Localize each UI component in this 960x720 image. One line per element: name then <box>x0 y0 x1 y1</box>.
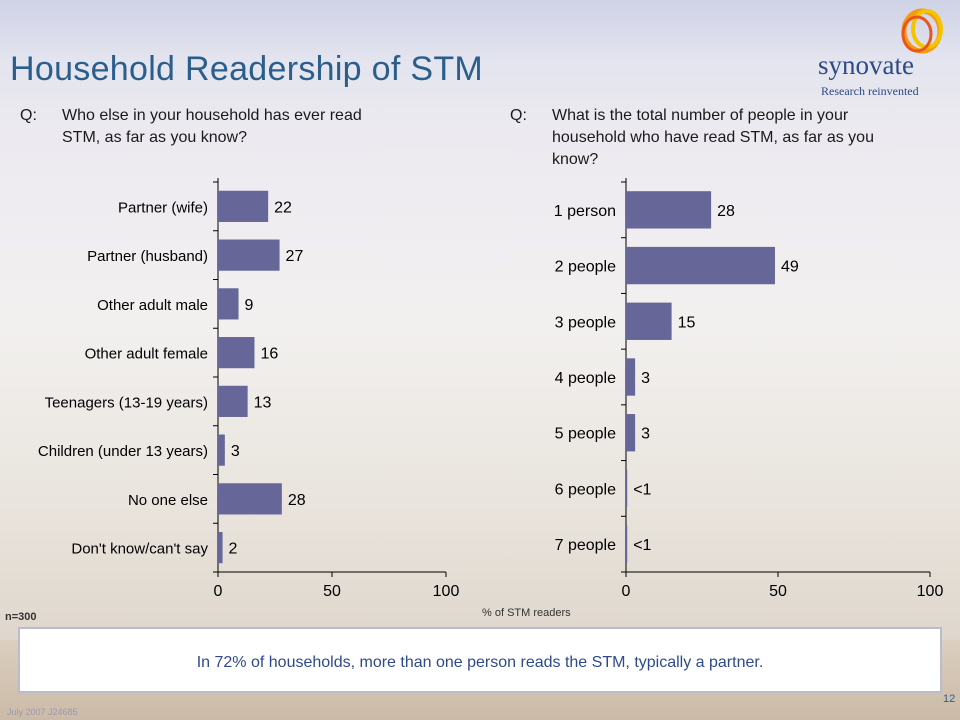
value-label: 28 <box>717 203 735 220</box>
axis-note: % of STM readers <box>482 607 571 619</box>
value-label: 13 <box>254 394 272 411</box>
x-tick-label: 0 <box>214 583 223 600</box>
x-tick-label: 0 <box>622 583 631 600</box>
bar <box>218 483 282 515</box>
question-2-line-2: household who have read STM, as far as y… <box>552 129 874 146</box>
value-label: <1 <box>633 481 651 498</box>
value-label: 28 <box>288 492 306 509</box>
value-label: 3 <box>641 370 650 387</box>
bar <box>218 385 248 417</box>
logo-tagline: Research reinvented <box>821 84 919 98</box>
x-tick-label: 100 <box>917 583 944 600</box>
page-number: 12 <box>943 693 956 705</box>
category-label: 7 people <box>555 537 616 554</box>
bar <box>218 190 269 222</box>
question-1: Q: Who else in your household has ever r… <box>20 105 430 155</box>
category-label: Teenagers (13-19 years) <box>45 394 208 411</box>
key-finding-text: In 72% of households, more than one pers… <box>196 654 764 671</box>
question-2-line-3: know? <box>552 151 599 168</box>
chart-household-size: 1 person 28 2 people 49 3 people 15 4 people 3 5… <box>554 178 944 600</box>
question-1-line-1: Who else in your household has ever read <box>62 107 362 124</box>
bar <box>218 337 255 369</box>
category-label: 6 people <box>555 481 616 498</box>
category-label: 1 person <box>554 203 616 220</box>
key-finding-callout: In 72% of households, more than one pers… <box>18 627 942 693</box>
logo-wordmark: synovate <box>818 50 914 80</box>
category-label: Other adult female <box>85 346 208 363</box>
synovate-logo: synovate Research reinvented <box>818 6 953 98</box>
value-label: 9 <box>245 297 254 314</box>
value-label: 15 <box>678 314 696 331</box>
category-label: Children (under 13 years) <box>38 443 208 460</box>
value-label: 3 <box>231 443 240 460</box>
slide-title: Household Readership of STM <box>10 50 484 88</box>
value-label: 27 <box>286 248 304 265</box>
bar <box>218 532 223 564</box>
category-label: Partner (husband) <box>87 248 208 265</box>
footer-date-job: July 2007 J24685 <box>7 707 78 717</box>
value-label: 49 <box>781 259 799 276</box>
value-label: 3 <box>641 426 650 443</box>
x-tick-label: 50 <box>323 583 341 600</box>
x-tick-label: 50 <box>769 583 787 600</box>
bar <box>626 302 672 340</box>
bar <box>626 191 712 229</box>
value-label: 22 <box>274 199 292 216</box>
question-1-line-2: STM, as far as you know? <box>62 129 247 146</box>
header-band <box>0 0 960 105</box>
bar <box>218 239 280 271</box>
question-2-line-1: What is the total number of people in yo… <box>552 107 849 124</box>
logo-rings-icon <box>901 8 943 54</box>
bar <box>626 246 775 285</box>
question-1-prefix: Q: <box>20 107 37 124</box>
chart-other-readers: Partner (wife) 22 Partner (husband) 27 Other… <box>38 178 460 600</box>
value-label: 2 <box>229 541 238 558</box>
bar <box>626 358 636 396</box>
value-label: 16 <box>260 346 278 363</box>
question-2: Q: What is the total number of people in… <box>510 105 950 175</box>
bar <box>626 414 636 452</box>
category-label: 2 people <box>555 259 616 276</box>
category-label: Don't know/can't say <box>71 541 208 558</box>
question-2-prefix: Q: <box>510 107 527 124</box>
bar <box>626 525 628 563</box>
bar <box>218 288 239 320</box>
category-label: 3 people <box>555 314 616 331</box>
sample-size-note: n=300 <box>5 611 37 623</box>
category-label: No one else <box>128 492 208 509</box>
category-label: 5 people <box>555 426 616 443</box>
bar <box>626 469 628 508</box>
category-label: Partner (wife) <box>118 199 208 216</box>
category-label: Other adult male <box>97 297 208 314</box>
category-label: 4 people <box>555 370 616 387</box>
x-tick-label: 100 <box>433 583 460 600</box>
value-label: <1 <box>633 537 651 554</box>
bar <box>218 434 225 466</box>
